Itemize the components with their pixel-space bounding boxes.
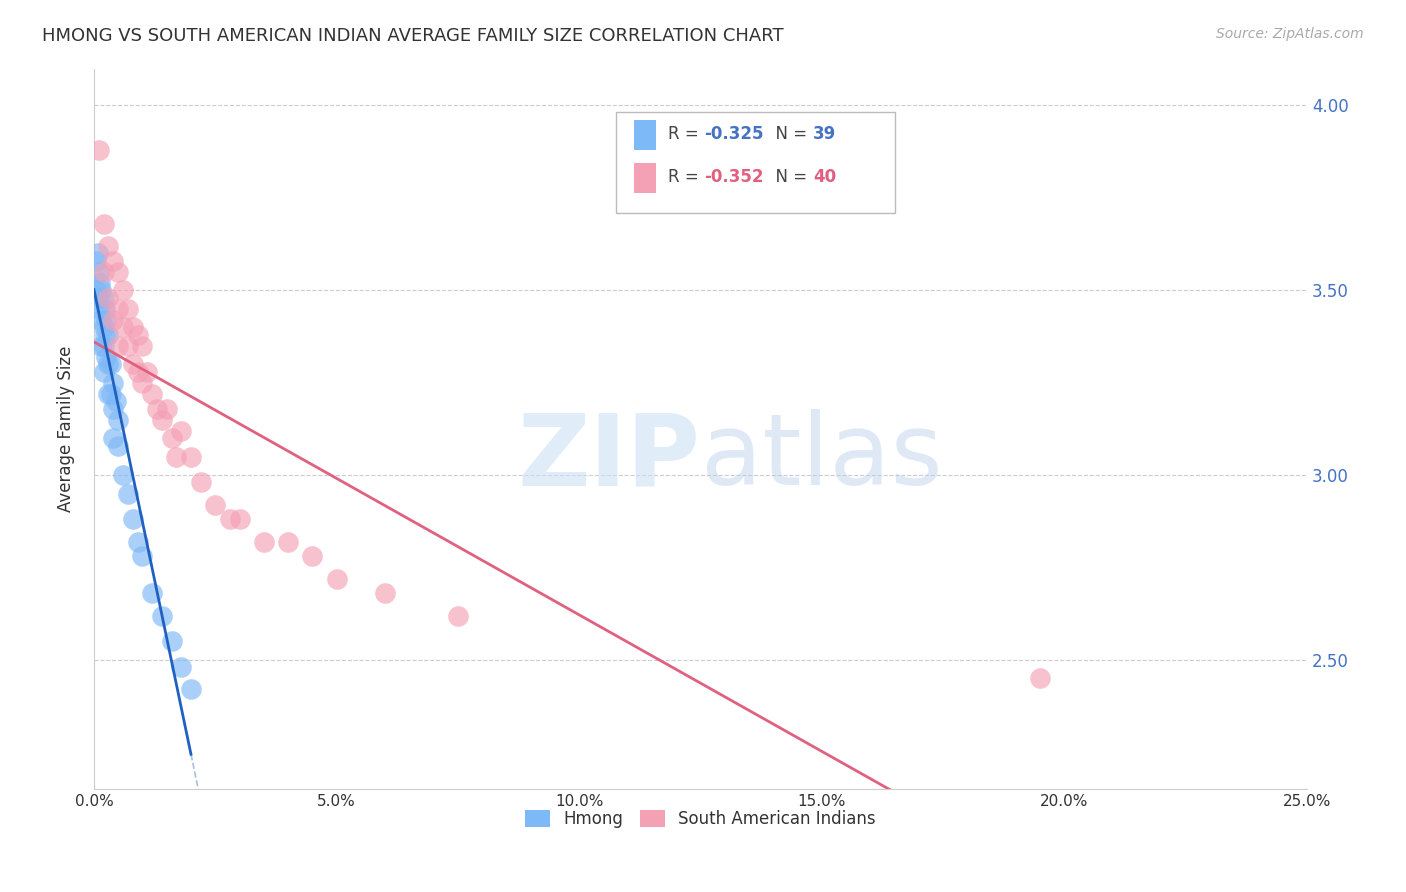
Point xyxy=(112,283,135,297)
Point xyxy=(141,586,163,600)
Text: 40: 40 xyxy=(813,169,837,186)
Point xyxy=(121,512,143,526)
Y-axis label: Average Family Size: Average Family Size xyxy=(58,346,75,512)
Text: -0.352: -0.352 xyxy=(704,169,763,186)
Point xyxy=(90,339,112,353)
Point xyxy=(89,276,111,290)
Text: -0.325: -0.325 xyxy=(704,125,763,143)
Bar xyxy=(634,163,655,194)
Point xyxy=(160,431,183,445)
Point xyxy=(277,534,299,549)
Point xyxy=(146,401,169,416)
Point xyxy=(121,357,143,371)
Point xyxy=(90,283,112,297)
Point xyxy=(103,376,125,390)
Text: Source: ZipAtlas.com: Source: ZipAtlas.com xyxy=(1216,27,1364,41)
Point xyxy=(170,424,193,438)
Point xyxy=(160,634,183,648)
Point xyxy=(121,320,143,334)
Point xyxy=(112,320,135,334)
Point xyxy=(127,327,149,342)
Point xyxy=(107,412,129,426)
Text: HMONG VS SOUTH AMERICAN INDIAN AVERAGE FAMILY SIZE CORRELATION CHART: HMONG VS SOUTH AMERICAN INDIAN AVERAGE F… xyxy=(42,27,783,45)
Point xyxy=(89,301,111,316)
Point xyxy=(103,253,125,268)
Point xyxy=(86,283,108,297)
Point xyxy=(301,549,323,564)
Point xyxy=(93,265,115,279)
Point xyxy=(131,376,153,390)
Point xyxy=(94,313,117,327)
FancyBboxPatch shape xyxy=(616,112,894,212)
Point xyxy=(103,401,125,416)
Point xyxy=(93,320,115,334)
Point xyxy=(97,357,120,371)
Point xyxy=(100,386,122,401)
Text: ZIP: ZIP xyxy=(517,409,700,506)
Point xyxy=(107,301,129,316)
Point xyxy=(103,313,125,327)
Point xyxy=(107,438,129,452)
Point xyxy=(127,534,149,549)
Text: atlas: atlas xyxy=(700,409,942,506)
Point xyxy=(90,313,112,327)
Point xyxy=(131,549,153,564)
Point xyxy=(150,608,173,623)
Point xyxy=(94,350,117,364)
Point xyxy=(97,239,120,253)
Point xyxy=(180,450,202,464)
Point xyxy=(87,246,110,260)
Point xyxy=(156,401,179,416)
Bar xyxy=(634,120,655,150)
Point xyxy=(150,412,173,426)
Point xyxy=(107,265,129,279)
Point xyxy=(93,217,115,231)
Point xyxy=(204,498,226,512)
Point xyxy=(93,327,115,342)
Legend: Hmong, South American Indians: Hmong, South American Indians xyxy=(519,804,883,835)
Point xyxy=(100,357,122,371)
Point xyxy=(107,339,129,353)
Point xyxy=(103,431,125,445)
Point xyxy=(253,534,276,549)
Point xyxy=(117,486,139,500)
Point xyxy=(117,339,139,353)
Point xyxy=(97,386,120,401)
Text: N =: N = xyxy=(765,125,813,143)
Point xyxy=(117,301,139,316)
Point xyxy=(87,291,110,305)
Point xyxy=(127,365,149,379)
Point xyxy=(170,660,193,674)
Point xyxy=(131,339,153,353)
Point xyxy=(86,253,108,268)
Text: 39: 39 xyxy=(813,125,837,143)
Text: R =: R = xyxy=(668,125,704,143)
Point xyxy=(136,365,159,379)
Point xyxy=(141,386,163,401)
Text: R =: R = xyxy=(668,169,704,186)
Point xyxy=(93,339,115,353)
Point xyxy=(325,572,347,586)
Text: N =: N = xyxy=(765,169,813,186)
Point xyxy=(97,327,120,342)
Point xyxy=(1029,671,1052,685)
Point xyxy=(447,608,470,623)
Point xyxy=(165,450,187,464)
Point xyxy=(93,365,115,379)
Point xyxy=(190,475,212,490)
Point xyxy=(180,682,202,697)
Point xyxy=(112,468,135,483)
Point xyxy=(228,512,250,526)
Point xyxy=(374,586,396,600)
Point xyxy=(104,394,127,409)
Point xyxy=(97,291,120,305)
Point xyxy=(218,512,240,526)
Point xyxy=(87,265,110,279)
Point xyxy=(93,291,115,305)
Point xyxy=(93,301,115,316)
Point xyxy=(87,143,110,157)
